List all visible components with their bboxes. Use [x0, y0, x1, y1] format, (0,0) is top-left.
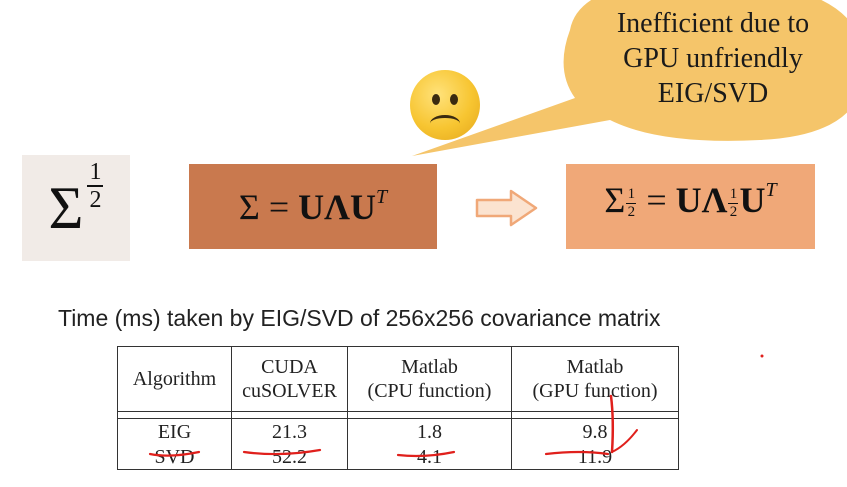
- table-header-row: Algorithm CUDA cuSOLVER Matlab (CPU functi…: [117, 346, 679, 412]
- formula-u: U: [675, 179, 702, 220]
- speech-bubble: [412, 0, 847, 156]
- bubble-line: Inefficient due to: [616, 8, 810, 39]
- eigendecomposition-formula: Σ = UΛUT: [239, 186, 387, 228]
- fraction-numerator: 1: [729, 185, 738, 202]
- fraction-bar: [87, 185, 104, 187]
- table-cell: 4.1: [347, 444, 512, 470]
- formula-u: U: [739, 179, 766, 220]
- arrow-right-icon: [475, 189, 538, 227]
- formula-transpose: T: [375, 185, 388, 208]
- header-text: Algorithm: [132, 368, 217, 390]
- formula-sigma: Σ: [238, 186, 260, 227]
- header-text: CUDA: [261, 356, 318, 378]
- header-text: (CPU function): [367, 380, 492, 402]
- table-cell: 11.9: [511, 444, 679, 470]
- table-cell: SVD: [117, 444, 232, 470]
- header-cell: Algorithm: [117, 346, 232, 412]
- sad-face-icon: [410, 70, 480, 140]
- table-spacer: [117, 411, 679, 419]
- fraction-bar: [626, 202, 637, 205]
- formula-lambda: Λ: [324, 186, 350, 227]
- face-mouth: [430, 115, 460, 132]
- formula-lambda: Λ: [701, 179, 728, 220]
- table-row: EIG 21.3 1.8 9.8: [117, 418, 679, 444]
- formula-u: U: [298, 186, 325, 227]
- header-text: Matlab: [401, 356, 458, 378]
- table-row: SVD 52.2 4.1 11.9: [117, 444, 679, 470]
- table-cell: 1.8: [347, 418, 512, 444]
- sigma-half-box: Σ 1 2: [22, 155, 130, 261]
- sigma-symbol: Σ: [48, 175, 84, 241]
- bubble-line: EIG/SVD: [657, 78, 769, 109]
- exponent-fraction: 1 2: [87, 159, 104, 213]
- table-cell: 9.8: [511, 418, 679, 444]
- bubble-line: GPU unfriendly: [623, 43, 803, 74]
- fraction-denominator: 2: [627, 204, 636, 221]
- face-eye: [432, 94, 440, 105]
- header-text: (GPU function): [532, 380, 658, 402]
- formula-equals: =: [646, 179, 667, 220]
- fraction-numerator: 1: [627, 185, 636, 202]
- header-cell: Matlab (CPU function): [347, 346, 512, 412]
- fraction-bar: [728, 202, 739, 205]
- header-cell: Matlab (GPU function): [511, 346, 679, 412]
- fraction-denominator: 2: [89, 187, 102, 213]
- table-cell: 21.3: [231, 418, 348, 444]
- bubble-text: Inefficient due to GPU unfriendly EIG/SV…: [588, 6, 838, 111]
- table-caption: Time (ms) taken by EIG/SVD of 256x256 co…: [58, 305, 661, 331]
- header-text: cuSOLVER: [242, 380, 337, 402]
- header-cell: CUDA cuSOLVER: [231, 346, 348, 412]
- eigendecomposition-box: Σ = UΛUT: [189, 164, 437, 249]
- table-cell: EIG: [117, 418, 232, 444]
- fraction-numerator: 1: [89, 159, 102, 185]
- face-eye: [450, 94, 458, 105]
- formula-u: U: [349, 186, 376, 227]
- formula-transpose: T: [765, 178, 777, 201]
- timing-table: Algorithm CUDA cuSOLVER Matlab (CPU functi…: [117, 346, 679, 470]
- formula-equals: =: [268, 186, 290, 227]
- formula-sigma: Σ: [604, 179, 626, 220]
- fraction-denominator: 2: [729, 204, 738, 221]
- header-text: Matlab: [566, 356, 624, 378]
